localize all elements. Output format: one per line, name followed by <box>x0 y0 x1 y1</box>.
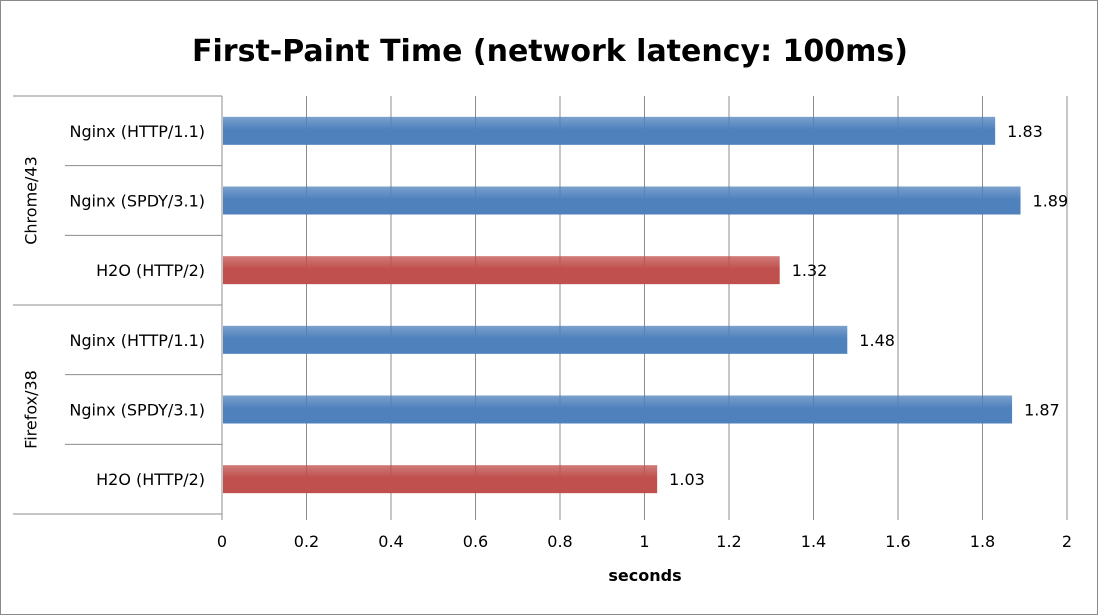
x-tick-label: 0 <box>217 532 227 551</box>
bars <box>223 116 1021 494</box>
x-tick-label: 0.8 <box>547 532 572 551</box>
bar <box>223 325 848 354</box>
chart-title: First-Paint Time (network latency: 100ms… <box>192 34 908 69</box>
x-tick-label: 0.6 <box>463 532 488 551</box>
data-label: 1.89 <box>1033 192 1069 211</box>
data-label: 1.48 <box>859 331 895 350</box>
x-axis-title: seconds <box>608 566 681 585</box>
group-label: Firefox/38 <box>22 370 41 449</box>
data-label: 1.87 <box>1024 401 1060 420</box>
category-label: Nginx (SPDY/3.1) <box>69 192 205 211</box>
x-tick-label: 1.8 <box>970 532 995 551</box>
x-tick-label: 0.4 <box>378 532 403 551</box>
x-tick-label: 1.6 <box>885 532 910 551</box>
labels: 0 0.2 0.4 0.6 0.8 1 1.2 1.4 1.6 1.8 2 Chrome/43 Ngin… <box>22 122 1073 551</box>
category-label: Nginx (SPDY/3.1) <box>69 401 205 420</box>
bar <box>223 116 996 145</box>
category-label: H2O (HTTP/2) <box>96 261 205 280</box>
bar <box>223 465 658 494</box>
gridlines <box>306 96 1068 514</box>
bar <box>223 395 1013 424</box>
x-tick-label: 2 <box>1062 532 1072 551</box>
category-label: Nginx (HTTP/1.1) <box>69 122 205 141</box>
bar <box>223 186 1021 215</box>
category-label: Nginx (HTTP/1.1) <box>69 331 205 350</box>
group-label: Chrome/43 <box>22 156 41 245</box>
bar <box>223 256 780 285</box>
data-label: 1.83 <box>1007 122 1043 141</box>
x-tick-label: 1 <box>639 532 649 551</box>
category-label: H2O (HTTP/2) <box>96 470 205 489</box>
axes <box>13 95 1068 520</box>
data-label: 1.03 <box>669 470 705 489</box>
x-tick-label: 1.4 <box>801 532 826 551</box>
x-tick-label: 0.2 <box>294 532 319 551</box>
data-label: 1.32 <box>792 261 828 280</box>
x-tick-label: 1.2 <box>716 532 741 551</box>
